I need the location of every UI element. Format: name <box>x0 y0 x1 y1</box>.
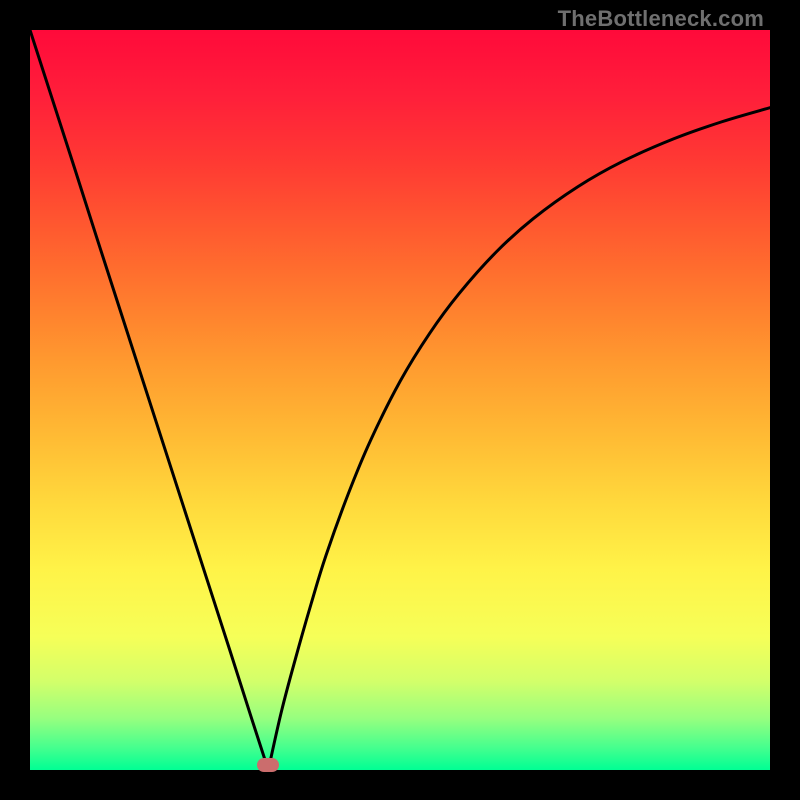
plot-area <box>30 30 770 770</box>
minimum-marker <box>257 758 279 772</box>
watermark-text: TheBottleneck.com <box>558 6 764 32</box>
chart-frame: TheBottleneck.com <box>0 0 800 800</box>
bottleneck-curve <box>30 30 770 770</box>
